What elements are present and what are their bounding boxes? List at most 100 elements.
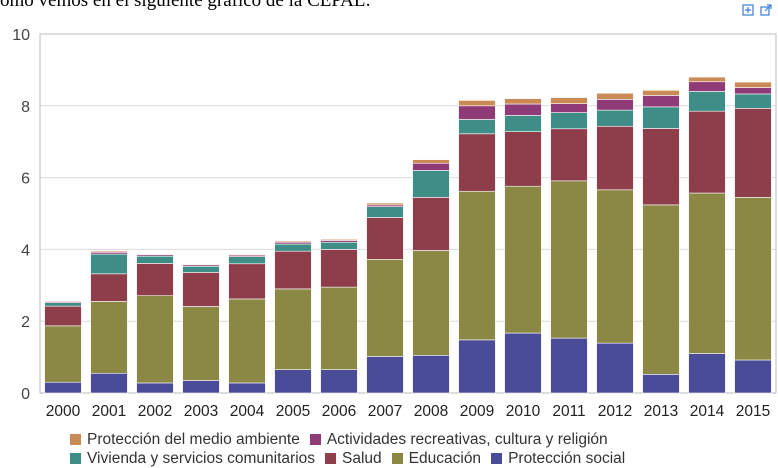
bar-segment bbox=[136, 253, 174, 256]
bar-segment bbox=[550, 337, 588, 394]
bar-segment bbox=[550, 112, 588, 130]
bar-segment bbox=[44, 325, 82, 383]
bar-segment bbox=[136, 295, 174, 384]
bar-segment bbox=[688, 353, 726, 394]
y-tick-label: 0 bbox=[21, 386, 30, 403]
legend-item[interactable]: Protección social bbox=[491, 449, 625, 468]
legend-row-1: Protección del medio ambiente Actividades… bbox=[70, 430, 770, 449]
bar-segment bbox=[90, 273, 128, 302]
legend-item[interactable]: Actividades recreativas, cultura y relig… bbox=[309, 430, 608, 449]
y-tick-label: 6 bbox=[21, 171, 30, 188]
bar-segment bbox=[136, 255, 174, 264]
bar-segment bbox=[90, 253, 128, 275]
bar-segment bbox=[688, 192, 726, 354]
bar-segment bbox=[596, 189, 634, 344]
legend-label: Protección social bbox=[508, 450, 626, 467]
x-tick-label: 2000 bbox=[46, 403, 81, 420]
bar-segment bbox=[274, 243, 312, 252]
bar-segment bbox=[596, 92, 634, 100]
bar-segment bbox=[688, 81, 726, 92]
x-tick-label: 2013 bbox=[644, 403, 678, 420]
x-tick-label: 2007 bbox=[368, 403, 402, 420]
bar-segment bbox=[90, 250, 128, 253]
bar-segment bbox=[274, 288, 312, 370]
bar-segment bbox=[504, 115, 542, 132]
legend-item[interactable]: Salud bbox=[325, 449, 382, 468]
bar-segment bbox=[550, 103, 588, 113]
bar-segment bbox=[366, 259, 404, 357]
bar-segment bbox=[44, 305, 82, 327]
bar-segment bbox=[642, 374, 680, 394]
bar-segment bbox=[274, 369, 312, 394]
bar-segment bbox=[550, 180, 588, 339]
bar-segment bbox=[320, 239, 358, 241]
bar-segment bbox=[596, 342, 634, 394]
bar-segment bbox=[458, 100, 496, 107]
bar-segment bbox=[412, 250, 450, 356]
legend-item[interactable]: Protección del medio ambiente bbox=[70, 430, 300, 449]
bar-segment bbox=[504, 131, 542, 187]
y-tick-label: 4 bbox=[21, 242, 30, 259]
bar-segment bbox=[458, 105, 496, 120]
bar-segment bbox=[44, 300, 82, 302]
bar-segment bbox=[458, 119, 496, 135]
bar-segment bbox=[412, 355, 450, 394]
bar-segment bbox=[90, 372, 128, 394]
bar-segment bbox=[550, 97, 588, 104]
bar-segment bbox=[734, 87, 772, 95]
bar-segment bbox=[688, 76, 726, 83]
x-tick-label: 2004 bbox=[230, 403, 265, 420]
legend-swatch bbox=[70, 453, 81, 464]
x-tick-label: 2001 bbox=[92, 403, 126, 420]
legend-label: Protección del medio ambiente bbox=[87, 431, 300, 448]
bar-segment bbox=[274, 250, 312, 290]
chart-toolbar bbox=[742, 4, 772, 16]
bar-segment bbox=[182, 265, 220, 273]
legend-item[interactable]: Vivienda y servicios comunitarios bbox=[70, 449, 315, 468]
bar-segment bbox=[596, 99, 634, 111]
bar-segment bbox=[366, 356, 404, 394]
bar-segment bbox=[228, 298, 266, 384]
bar-segment bbox=[504, 103, 542, 116]
x-tick-label: 2014 bbox=[690, 403, 725, 420]
bar-segment bbox=[228, 263, 266, 300]
bar-segment bbox=[412, 197, 450, 251]
bar-segment bbox=[274, 240, 312, 243]
bar-segment bbox=[688, 110, 726, 194]
legend-swatch bbox=[309, 434, 321, 445]
bar-segment bbox=[642, 204, 680, 375]
bar-segment bbox=[182, 263, 220, 266]
legend-swatch bbox=[491, 453, 503, 464]
x-tick-label: 2012 bbox=[598, 403, 632, 420]
legend-item[interactable]: Educación bbox=[391, 449, 481, 468]
bar-segment bbox=[596, 109, 634, 127]
bar-segment bbox=[642, 90, 680, 96]
expand-icon[interactable] bbox=[742, 4, 754, 16]
legend-row-2: Vivienda y servicios comunitarios Salud Ed… bbox=[70, 449, 770, 468]
plot-area-border bbox=[39, 33, 777, 394]
bar-segment bbox=[320, 369, 358, 394]
x-tick-label: 2011 bbox=[552, 403, 585, 420]
bar-segment bbox=[44, 381, 82, 394]
bar-segment bbox=[458, 133, 496, 192]
bar-segment bbox=[412, 170, 450, 198]
x-tick-label: 2002 bbox=[138, 403, 172, 420]
bar-segment bbox=[182, 306, 220, 381]
y-tick-label: 8 bbox=[21, 99, 30, 116]
bar-segment bbox=[642, 95, 680, 108]
bar-segment bbox=[734, 108, 772, 198]
bar-segment bbox=[734, 197, 772, 361]
bar-segment bbox=[182, 380, 220, 394]
caption-text: omo vemos en el siguiente gráfico de la … bbox=[0, 0, 371, 11]
bar-segment bbox=[366, 217, 404, 260]
bar-segment bbox=[44, 302, 82, 307]
legend-swatch bbox=[325, 453, 337, 464]
x-tick-label: 2003 bbox=[184, 403, 218, 420]
export-icon[interactable] bbox=[760, 4, 772, 16]
bar-segment bbox=[320, 249, 358, 288]
bar-segment bbox=[734, 359, 772, 394]
chart-legend: Protección del medio ambiente Actividades… bbox=[70, 430, 770, 468]
bar-segment bbox=[688, 91, 726, 112]
bar-segment bbox=[458, 339, 496, 394]
